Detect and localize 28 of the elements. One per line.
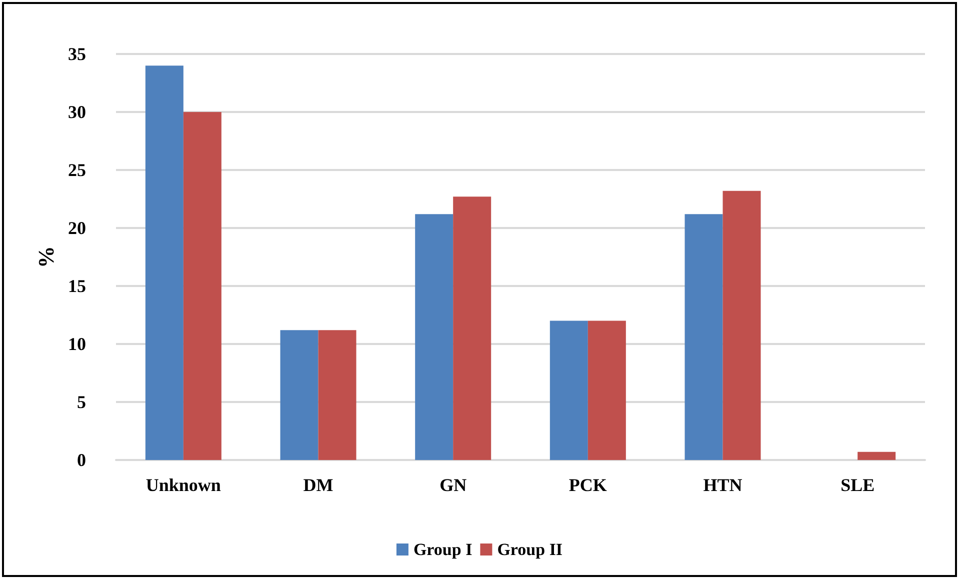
x-tick-label: Unknown: [146, 475, 221, 495]
bar: [858, 452, 896, 460]
y-tick-label: 35: [68, 44, 86, 64]
bar: [588, 320, 626, 460]
bar: [550, 320, 588, 460]
x-tick-label: PCK: [568, 475, 607, 495]
x-tick-label: HTN: [703, 475, 742, 495]
legend-label: Group II: [497, 540, 563, 559]
y-tick-label: 0: [77, 450, 86, 470]
y-axis-title: %: [34, 246, 59, 268]
bar: [280, 330, 318, 460]
bar: [183, 112, 222, 460]
y-tick-label: 30: [68, 102, 86, 122]
bar: [318, 330, 356, 460]
bar: [145, 66, 184, 460]
y-tick-label: 15: [68, 276, 86, 296]
y-tick-label: 25: [68, 160, 86, 180]
legend-label: Group I: [413, 540, 473, 559]
y-tick-label: 10: [68, 334, 86, 354]
bar: [684, 214, 723, 460]
bar: [415, 214, 454, 460]
bar: [722, 190, 761, 460]
bar: [453, 196, 492, 460]
y-tick-label: 20: [68, 218, 86, 238]
x-tick-label: DM: [303, 475, 334, 495]
x-tick-label: GN: [440, 475, 467, 495]
x-tick-label: SLE: [840, 475, 875, 495]
y-tick-label: 5: [77, 392, 86, 412]
